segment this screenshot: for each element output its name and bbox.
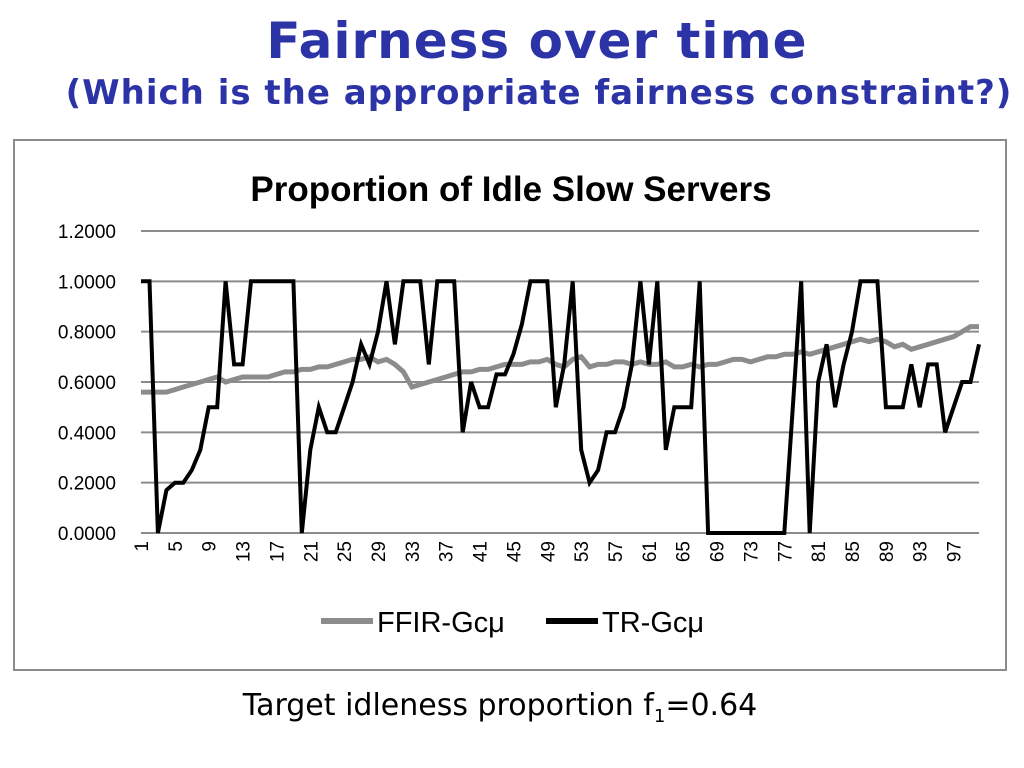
series-lines: [141, 279, 981, 535]
chart-frame: [13, 139, 1007, 671]
x-tick-label: 85: [843, 541, 864, 562]
x-tick-label: 49: [538, 541, 559, 562]
legend: FFIR-Gcμ TR-Gcμ: [321, 607, 704, 639]
y-tick-label: 1.0000: [58, 272, 116, 293]
x-tick-label: 1: [132, 541, 153, 552]
footer-prefix: Target idleness proportion f: [242, 688, 654, 723]
x-tick-label: 17: [267, 541, 288, 562]
x-tick-label: 13: [234, 541, 255, 562]
x-tick-label: 25: [335, 541, 356, 562]
y-tick-label: 0.8000: [58, 323, 116, 344]
x-tick-label: 73: [741, 541, 762, 562]
x-tick-label: 9: [200, 541, 221, 552]
x-tick-label: 61: [640, 541, 661, 562]
footer-subscript: 1: [653, 706, 666, 727]
x-tick-label: 97: [945, 541, 966, 562]
x-tick-label: 45: [504, 541, 525, 562]
x-tick-label: 33: [403, 541, 424, 562]
target-idleness-note: Target idleness proportion f1=0.64: [0, 688, 1000, 727]
x-tick-label: 69: [708, 541, 729, 562]
legend-label-tr: TR-Gcμ: [602, 607, 704, 639]
x-tick-label: 41: [471, 541, 492, 562]
legend-label-ffir: FFIR-Gcμ: [377, 607, 505, 639]
x-tick-label: 57: [606, 541, 627, 562]
series-ffir-gcmu-line: [141, 324, 979, 395]
x-tick-label: 93: [911, 541, 932, 562]
gridlines: [141, 230, 979, 534]
y-tick-label: 0.4000: [58, 423, 116, 444]
x-tick-label: 89: [877, 541, 898, 562]
x-tick-label: 29: [369, 541, 390, 562]
x-tick-label: 5: [166, 541, 187, 552]
y-tick-label: 0.0000: [58, 524, 116, 545]
chart-title: Proportion of Idle Slow Servers: [250, 170, 771, 209]
x-axis-ticks: 1 5 9 13 17 21 25 29 33 37 41 45 49 53 57 61 65 69 73 77 81 8…: [132, 541, 966, 562]
x-tick-label: 53: [572, 541, 593, 562]
y-tick-label: 1.2000: [58, 222, 116, 243]
series-tr-gcmu-line: [141, 279, 981, 535]
x-tick-label: 81: [809, 541, 830, 562]
x-tick-label: 21: [301, 541, 322, 562]
slide-title: Fairness over time: [266, 12, 808, 70]
y-axis-ticks: 0.0000 0.2000 0.4000 0.6000 0.8000 1.0000 1.20…: [58, 222, 116, 545]
slide-subtitle: (Which is the appropriate fairness const…: [65, 73, 1013, 113]
x-tick-label: 77: [775, 541, 796, 562]
footer-suffix: =0.64: [665, 688, 758, 723]
y-tick-label: 0.6000: [58, 373, 116, 394]
line-chart: Proportion of Idle Slow Servers 0.00000.…: [58, 170, 981, 639]
y-tick-label: 0.2000: [58, 474, 116, 495]
x-tick-label: 37: [437, 541, 458, 562]
x-tick-label: 65: [674, 541, 695, 562]
